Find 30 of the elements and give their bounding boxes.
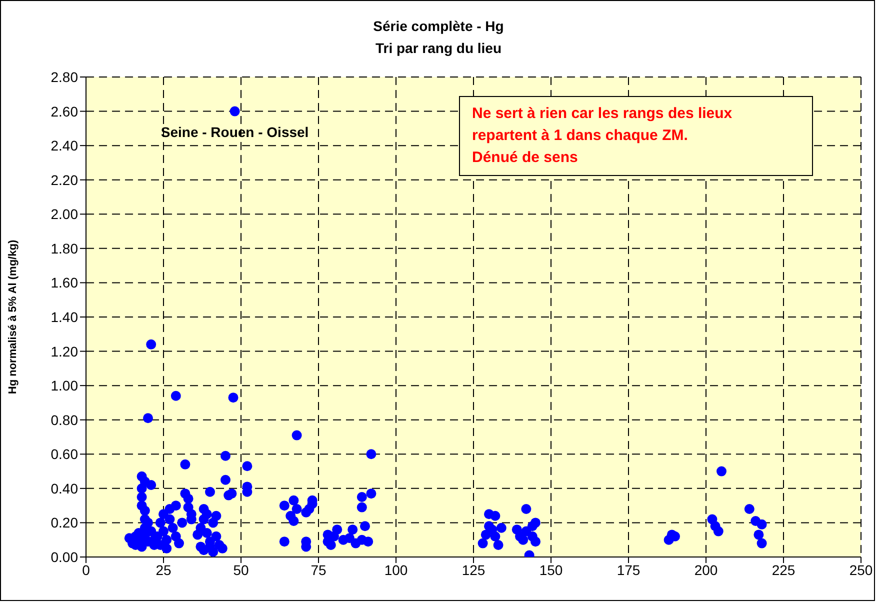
x-tick-label: 225 <box>772 562 796 578</box>
x-tick-label: 150 <box>539 562 563 578</box>
note-box: Ne sert à rien car les rangs des lieux repartent à 1 dans chaque ZM. Dénué de sens <box>459 96 813 176</box>
x-tick-label: 200 <box>694 562 718 578</box>
y-tick-label: 1.80 <box>50 240 78 256</box>
y-tick-label: 2.00 <box>50 206 78 222</box>
y-tick-label: 1.00 <box>50 378 78 394</box>
y-tick-label: 2.80 <box>50 68 78 85</box>
y-tick-label: 1.20 <box>50 343 78 360</box>
chart-title: Série complète - Hg <box>372 18 505 34</box>
y-tick-label: 0.40 <box>50 480 78 496</box>
x-tick-label: 50 <box>233 562 249 578</box>
y-tick-label: 1.60 <box>50 274 78 291</box>
y-tick-label: 2.40 <box>50 138 78 154</box>
x-tick-label: 250 <box>849 562 873 578</box>
y-tick-label: 0.60 <box>50 446 78 462</box>
y-tick-label: 0.20 <box>50 514 78 531</box>
x-tick-label: 175 <box>616 562 640 578</box>
x-tick-label: 125 <box>462 562 486 578</box>
y-tick-label: 0.80 <box>50 412 78 428</box>
y-tick-label: 2.60 <box>50 103 78 120</box>
x-tick-label: 0 <box>82 562 90 578</box>
y-tick-label: 0.00 <box>50 548 78 565</box>
x-tick-label: 100 <box>384 562 408 578</box>
y-tick-label: 2.20 <box>50 172 78 188</box>
chart-subtitle: Tri par rang du lieu <box>374 40 503 56</box>
y-tick-label: 1.40 <box>50 308 78 325</box>
x-tick-label: 25 <box>156 562 172 578</box>
y-axis-title: Hg normalisé à 5% Al (mg/kg) <box>6 240 19 394</box>
x-tick-label: 75 <box>310 562 326 578</box>
